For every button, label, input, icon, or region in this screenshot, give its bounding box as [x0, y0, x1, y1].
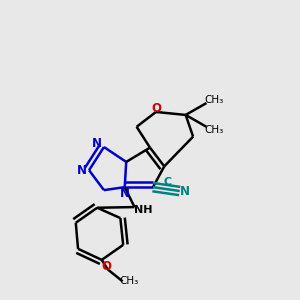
Text: NH: NH	[134, 205, 153, 215]
Text: O: O	[101, 260, 111, 273]
Text: CH₃: CH₃	[119, 276, 138, 286]
Text: N: N	[180, 184, 190, 197]
Text: O: O	[151, 102, 161, 115]
Text: N: N	[76, 164, 87, 177]
Text: CH₃: CH₃	[204, 95, 224, 105]
Text: CH₃: CH₃	[204, 125, 224, 135]
Text: N: N	[92, 137, 101, 150]
Text: N: N	[120, 187, 130, 200]
Text: C: C	[164, 177, 172, 187]
